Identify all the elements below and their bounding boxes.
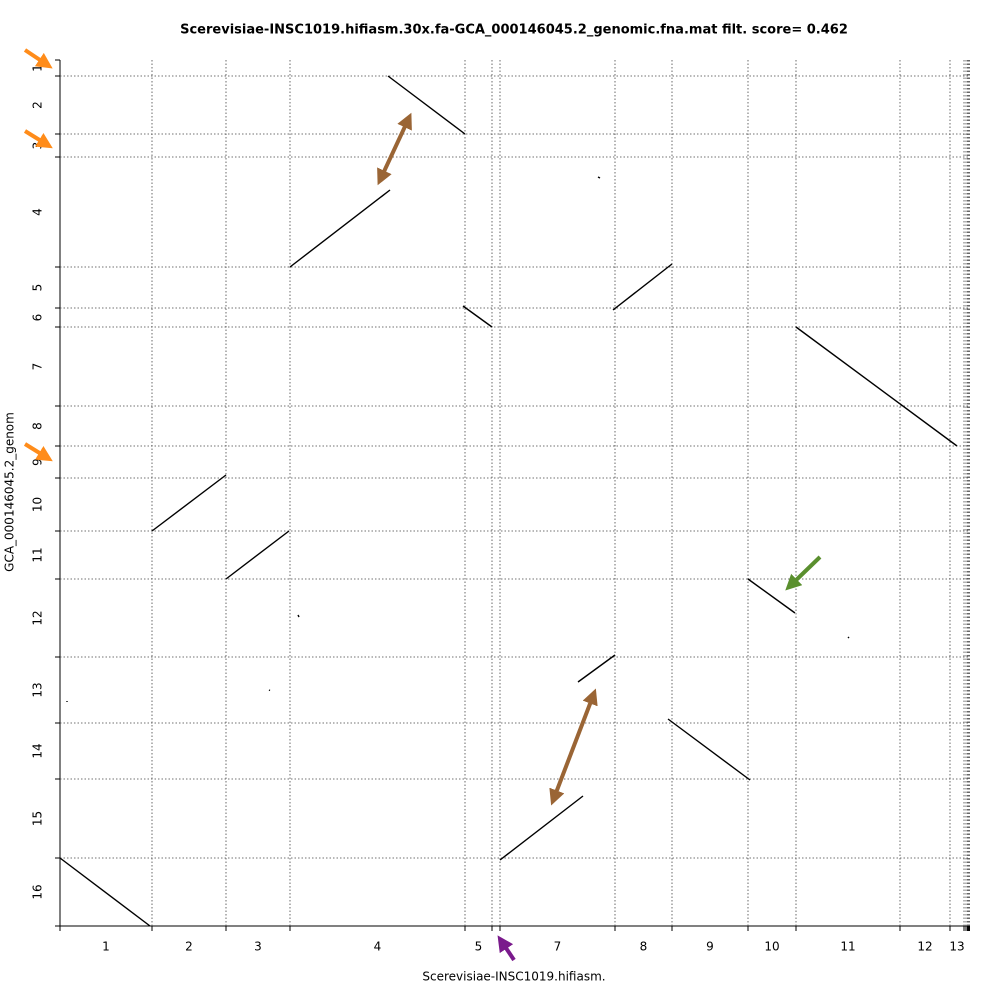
alignment <box>268 689 271 692</box>
y-tick-label: 5 <box>31 284 45 292</box>
x-tick-label: 11 <box>840 940 855 954</box>
y-tick-label: 4 <box>31 208 45 216</box>
alignment <box>612 263 673 311</box>
x-tick-label: 13 <box>949 940 964 954</box>
alignment <box>225 530 290 580</box>
x-tick-label: 1 <box>102 940 110 954</box>
alignment <box>462 305 493 328</box>
alignment <box>151 474 227 532</box>
y-tick-label: 14 <box>31 743 45 758</box>
x-tick-label: 4 <box>374 940 382 954</box>
x-tick-label: 2 <box>185 940 193 954</box>
alignment <box>847 636 850 639</box>
chart-title: Scerevisiae-INSC1019.hifiasm.30x.fa-GCA_… <box>180 23 848 38</box>
y-tick-label: 13 <box>31 682 45 697</box>
y-tick-label: 15 <box>31 811 45 826</box>
y-tick-label: 6 <box>31 314 45 322</box>
y-tick-label: 11 <box>31 547 45 562</box>
alignment <box>59 857 151 927</box>
y-tick-label: 10 <box>31 497 45 512</box>
alignment <box>577 654 616 683</box>
arrow <box>785 555 822 591</box>
x-tick-label: 8 <box>640 940 648 954</box>
annotations <box>23 48 822 962</box>
y-tick-label: 12 <box>31 610 45 625</box>
arrow <box>497 935 516 962</box>
alignment <box>667 718 751 781</box>
y-axis-label: GCA_000146045.2_genom <box>3 412 17 572</box>
arrow <box>23 442 53 462</box>
alignment <box>387 75 466 135</box>
y-tick-label: 2 <box>31 101 45 109</box>
alignment <box>297 614 300 618</box>
x-tick-label: 9 <box>706 940 714 954</box>
x-tick-label: 3 <box>254 940 262 954</box>
alignment <box>795 326 958 447</box>
x-tick-label: 7 <box>554 940 562 954</box>
y-tick-label: 1 <box>31 64 45 72</box>
alignment <box>747 578 796 614</box>
y-tick-label: 7 <box>31 363 45 371</box>
y-tick-label: 8 <box>31 422 45 430</box>
y-tick-label: 9 <box>31 458 45 466</box>
arrow <box>377 112 412 186</box>
y-tick-label: 16 <box>31 884 45 899</box>
alignment <box>499 795 584 861</box>
x-axis-label: Scerevisiae-INSC1019.hifiasm. <box>422 970 605 984</box>
alignment <box>289 189 391 268</box>
x-tick-label: 12 <box>917 940 932 954</box>
arrow <box>23 129 53 149</box>
alignment <box>597 176 601 179</box>
x-tick-label: 5 <box>475 940 483 954</box>
arrow <box>549 688 598 806</box>
arrow <box>23 48 53 69</box>
x-tick-label: 10 <box>764 940 779 954</box>
